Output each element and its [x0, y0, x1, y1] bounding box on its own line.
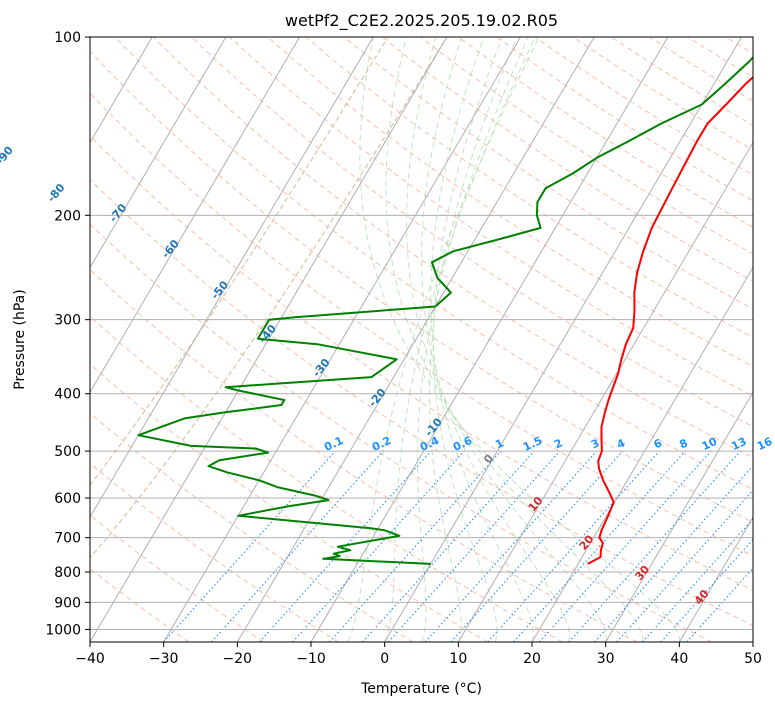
dry-adiabat-line — [90, 223, 712, 642]
pressure-gridlines — [90, 37, 753, 630]
mixing-ratio-line — [292, 450, 465, 642]
mixing-ratio-line — [616, 489, 753, 642]
mixing-ratio-line — [642, 518, 753, 642]
x-tick-label: −10 — [296, 651, 326, 667]
y-tick-label: 900 — [54, 595, 81, 611]
y-tick-label: 500 — [54, 444, 81, 460]
dry-adiabat-line — [305, 37, 753, 339]
isotherm-line — [163, 37, 522, 642]
dewpoint-profile-line — [137, 55, 753, 565]
y-tick-label: 300 — [54, 313, 81, 329]
mixing-ratio-line — [387, 450, 561, 642]
x-axis: −40 −30 −20 −10 0 10 20 30 40 50 — [75, 642, 762, 667]
mixing-ratio-line — [424, 450, 598, 642]
x-axis-title: Temperature (°C) — [360, 681, 482, 697]
isotherm-line — [457, 141, 753, 642]
isotherm-line — [531, 266, 753, 642]
x-tick-label: 0 — [380, 651, 389, 667]
dry-adiabat-line — [229, 37, 753, 397]
mixing-ratio-line — [538, 450, 712, 642]
mixing-ratio-line — [329, 450, 502, 642]
isotherm-line — [384, 37, 743, 642]
x-tick-label: 50 — [744, 651, 762, 667]
isotherm-line — [678, 516, 753, 642]
dry-adiabat-line — [90, 50, 753, 523]
moist-adiabat-line — [421, 37, 571, 642]
mixing-ratio-line — [211, 450, 384, 642]
mixing-ratio-line — [568, 450, 741, 642]
dry-adiabat-line — [90, 315, 563, 642]
y-tick-label: 800 — [54, 565, 81, 581]
y-tick-label: 1000 — [45, 622, 81, 638]
mixing-ratio-line — [163, 450, 336, 642]
moist-adiabat-line — [347, 37, 540, 642]
moist-adiabat-line — [430, 37, 534, 642]
dry-adiabat-line — [90, 363, 488, 642]
y-axis: 100 200 300 400 500 600 700 800 900 1000 — [45, 30, 90, 638]
moist-adiabat-line — [432, 37, 503, 642]
moist-adiabat-line — [359, 37, 681, 642]
plot-frame — [89, 36, 754, 643]
x-tick-label: −20 — [223, 651, 253, 667]
dry-adiabat-line — [152, 37, 753, 459]
dry-adiabat-line — [90, 269, 638, 642]
dry-adiabat-line — [114, 37, 753, 491]
isotherm-line — [90, 37, 227, 269]
mixing-ratio-label: 10 — [700, 435, 720, 453]
mixing-ratio-line — [450, 450, 623, 642]
mixing-ratio-line — [487, 450, 660, 642]
mixing-ratio-line — [513, 450, 686, 642]
isotherm-line — [236, 37, 595, 642]
mixing-ratio-line — [594, 464, 753, 642]
mixing-ratio-label: 13 — [729, 435, 748, 453]
mixing-ratio-line — [660, 538, 753, 642]
dry-adiabat-line — [90, 178, 753, 627]
isotherm-line — [605, 391, 753, 642]
y-tick-label: 200 — [54, 208, 81, 224]
y-tick-label: 600 — [54, 491, 81, 507]
mixing-ratio-line — [362, 450, 535, 642]
chart-title: wetPf2_C2E2.2025.205.19.02.R05 — [285, 11, 558, 31]
x-tick-label: −40 — [75, 651, 105, 667]
y-tick-label: 400 — [54, 387, 81, 403]
profile-series — [137, 55, 753, 565]
theta-e-line — [90, 37, 389, 487]
theta-e-line — [90, 37, 448, 559]
temperature-profile-line — [587, 75, 753, 565]
moist-adiabat-line — [384, 37, 536, 642]
y-tick-label: 100 — [54, 30, 81, 46]
y-axis-title: Pressure (hPa) — [12, 289, 28, 389]
isotherm-line — [90, 37, 153, 144]
isotherm-line — [90, 37, 374, 519]
x-tick-label: 30 — [597, 651, 615, 667]
isotherm-line — [90, 37, 301, 394]
mixing-ratio-label: 16 — [755, 435, 775, 453]
y-tick-label: 700 — [54, 531, 81, 547]
moist-adiabat-line — [385, 37, 644, 642]
x-tick-label: 10 — [449, 651, 467, 667]
x-tick-label: 40 — [670, 651, 688, 667]
mixing-ratio-line — [259, 450, 432, 642]
moist-adiabat-line — [406, 37, 607, 642]
x-tick-label: −30 — [149, 651, 179, 667]
x-tick-label: 20 — [523, 651, 541, 667]
